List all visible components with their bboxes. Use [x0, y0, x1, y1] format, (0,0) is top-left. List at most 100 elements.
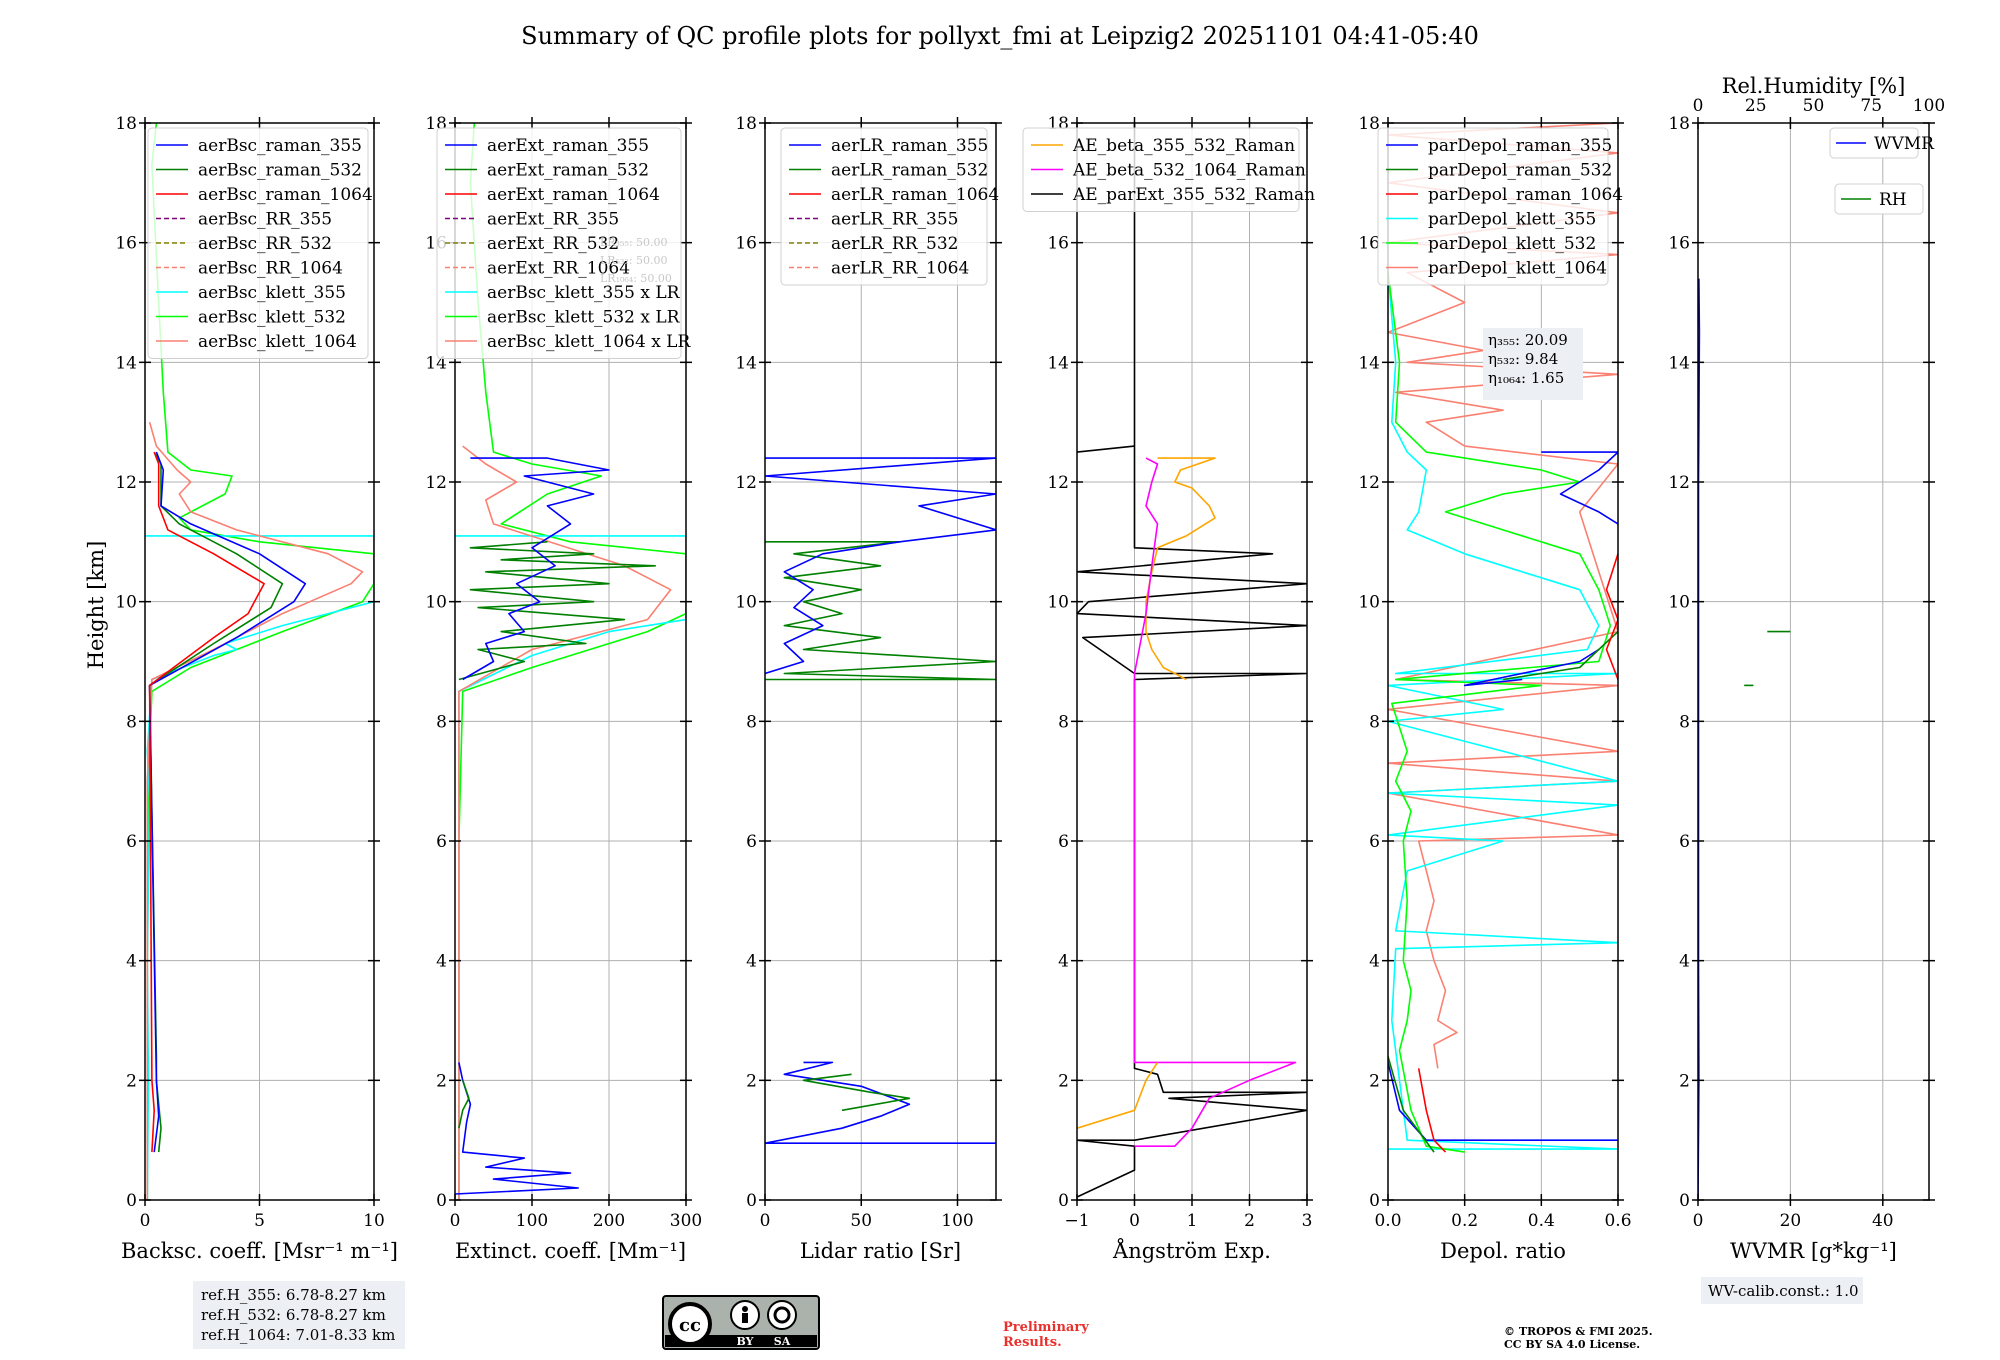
y-tick-label: 10: [1358, 593, 1380, 613]
legend-box: [1377, 127, 1609, 286]
y-tick-label: 14: [735, 353, 757, 373]
y-tick-label: 16: [115, 234, 137, 254]
series-line-aerExt_raman_355_low: [455, 1062, 580, 1195]
y-tick-label: 12: [735, 473, 757, 493]
y-tick-label: 4: [1369, 952, 1380, 972]
wv-calib-box: [1701, 1277, 1863, 1304]
ticks: 0 2 4 6 8 10 12 14 16 18 0 50 100: [735, 114, 1002, 1231]
legend-label: aerBsc_raman_355: [198, 136, 362, 156]
legend: parDepol_raman_355 parDepol_raman_532 parD…: [1377, 127, 1623, 286]
share-alike-icon: [767, 1300, 797, 1330]
y-tick-label: 4: [1058, 952, 1069, 972]
y-tick-label: 4: [126, 952, 137, 972]
legend: aerBsc_raman_355 aerBsc_raman_532 aerBsc_r…: [147, 127, 373, 359]
annotation-text: LR₃₅₅: 50.00: [600, 236, 668, 249]
legend-label: aerLR_raman_355: [831, 136, 988, 156]
y-tick-label: 18: [735, 114, 757, 134]
y-tick-label: 2: [1058, 1071, 1069, 1091]
y-tick-label: 8: [1058, 712, 1069, 732]
series-group: [1388, 123, 1618, 1153]
y-tick-label: 6: [1369, 832, 1380, 852]
y-tick-label: 14: [1668, 353, 1690, 373]
x-tick-label: 0.0: [1374, 1211, 1401, 1231]
series-line-aerBsc_klett_355 x LR: [455, 535, 686, 1200]
series-group: [455, 123, 686, 1200]
legend-label: aerBsc_klett_355 x LR: [487, 283, 681, 303]
ticks: 0 2 4 6 8 10 12 14 16 18 0 5 10: [115, 114, 384, 1231]
series-line-aerBsc_klett_1064 x LR: [458, 445, 672, 1200]
y-tick-label: 12: [1668, 473, 1690, 493]
x-tick-label: 200: [593, 1211, 625, 1231]
series-line-aerExt_raman_355: [462, 457, 610, 681]
y-tick-label: 6: [746, 832, 757, 852]
annotation-text: LR₅₃₂: 50.00: [600, 254, 668, 267]
series-line-AE_beta_355_532_Raman: [1145, 457, 1216, 681]
legend-label: aerBsc_klett_532 x LR: [487, 308, 681, 328]
legend-box: [1834, 183, 1924, 215]
refh-532: ref.H_532: 6.78-8.27 km: [201, 1306, 386, 1324]
y-tick-label: 8: [1369, 712, 1380, 732]
x-axis-label: Ångström Exp.: [1112, 1238, 1271, 1263]
y-tick-label: 4: [746, 952, 757, 972]
x-tick-label: 0: [140, 1211, 151, 1231]
legend-label: AE_beta_532_1064_Raman: [1072, 161, 1306, 181]
x-tick-label: 3: [1302, 1211, 1313, 1231]
y-tick-label: 12: [425, 473, 447, 493]
y-tick-label: 18: [1668, 114, 1690, 134]
y-tick-label: 0: [126, 1191, 137, 1211]
series-group: [765, 457, 996, 1144]
y-tick-label: 16: [1047, 234, 1069, 254]
y-tick-label: 10: [115, 593, 137, 613]
legend-box: [436, 127, 682, 359]
legend-box: [780, 127, 988, 286]
series-line-parDepol_raman_1064_bl: [1417, 1068, 1447, 1153]
y-tick-label: 2: [1369, 1071, 1380, 1091]
y-tick-label: 16: [735, 234, 757, 254]
legend-label: aerLR_RR_532: [831, 234, 958, 254]
y-tick-label: 12: [1358, 473, 1380, 493]
y-tick-label: 16: [1668, 234, 1690, 254]
y-tick-label: 16: [1358, 234, 1380, 254]
legend-label: parDepol_klett_355: [1428, 210, 1596, 230]
annotations: LR₃₅₅: 50.00 LR₅₃₂: 50.00 LR₁₀₆₄: 50.00: [600, 236, 672, 285]
legend-label: aerExt_RR_355: [487, 210, 619, 230]
series-line-aerLR_raman_355: [765, 457, 996, 675]
y-tick-label: 4: [1679, 952, 1690, 972]
y-tick-label: 14: [1358, 353, 1380, 373]
legend-label: aerBsc_RR_532: [198, 234, 332, 254]
x-tick-label: 0.6: [1604, 1211, 1631, 1231]
legend-label: parDepol_klett_1064: [1428, 259, 1607, 279]
refh-355: ref.H_355: 6.78-8.27 km: [201, 1286, 386, 1304]
y-tick-label: 18: [115, 114, 137, 134]
x-tick-label: 40: [1872, 1211, 1894, 1231]
legend-label: aerBsc_raman_1064: [198, 185, 373, 205]
series-group: [1077, 123, 1307, 1198]
legend-label: AE_beta_355_532_Raman: [1072, 136, 1295, 156]
series-line-parDepol_raman_355: [1541, 451, 1618, 525]
legend: AE_beta_355_532_Raman AE_beta_532_1064_Ra…: [1022, 127, 1315, 212]
x2-axis-label: Rel.Humidity [%]: [1722, 74, 1906, 98]
annotation-text: LR₁₀₆₄: 50.00: [600, 272, 672, 285]
legend-label: aerExt_RR_532: [487, 234, 619, 254]
x-tick-label: 0.2: [1451, 1211, 1478, 1231]
series-line-parDepol_raman_355_low: [1463, 648, 1600, 687]
x-tick-label: 20: [1780, 1211, 1802, 1231]
series-line-AE_beta_355_532_Raman_low: [1077, 1061, 1159, 1129]
wvmr-legends: WVMR RH: [1829, 127, 1935, 215]
y-tick-label: 0: [1058, 1191, 1069, 1211]
y-tick-label: 10: [1668, 593, 1690, 613]
series-line-parDepol_raman_532: [1502, 631, 1618, 681]
x-tick-label: 0: [1693, 1211, 1704, 1231]
series-line-AE_beta_532_1064_Raman: [1133, 457, 1297, 1147]
axes-frame: [1697, 122, 1930, 1201]
legend-label: aerBsc_klett_1064 x LR: [487, 332, 691, 352]
legend-label: parDepol_raman_532: [1428, 161, 1612, 181]
series-line-parDepol_raman_532_bl: [1388, 1056, 1435, 1153]
legend-box: [1829, 127, 1919, 159]
x2-tick-label: 50: [1803, 96, 1825, 116]
annotation-box: [1483, 328, 1583, 400]
